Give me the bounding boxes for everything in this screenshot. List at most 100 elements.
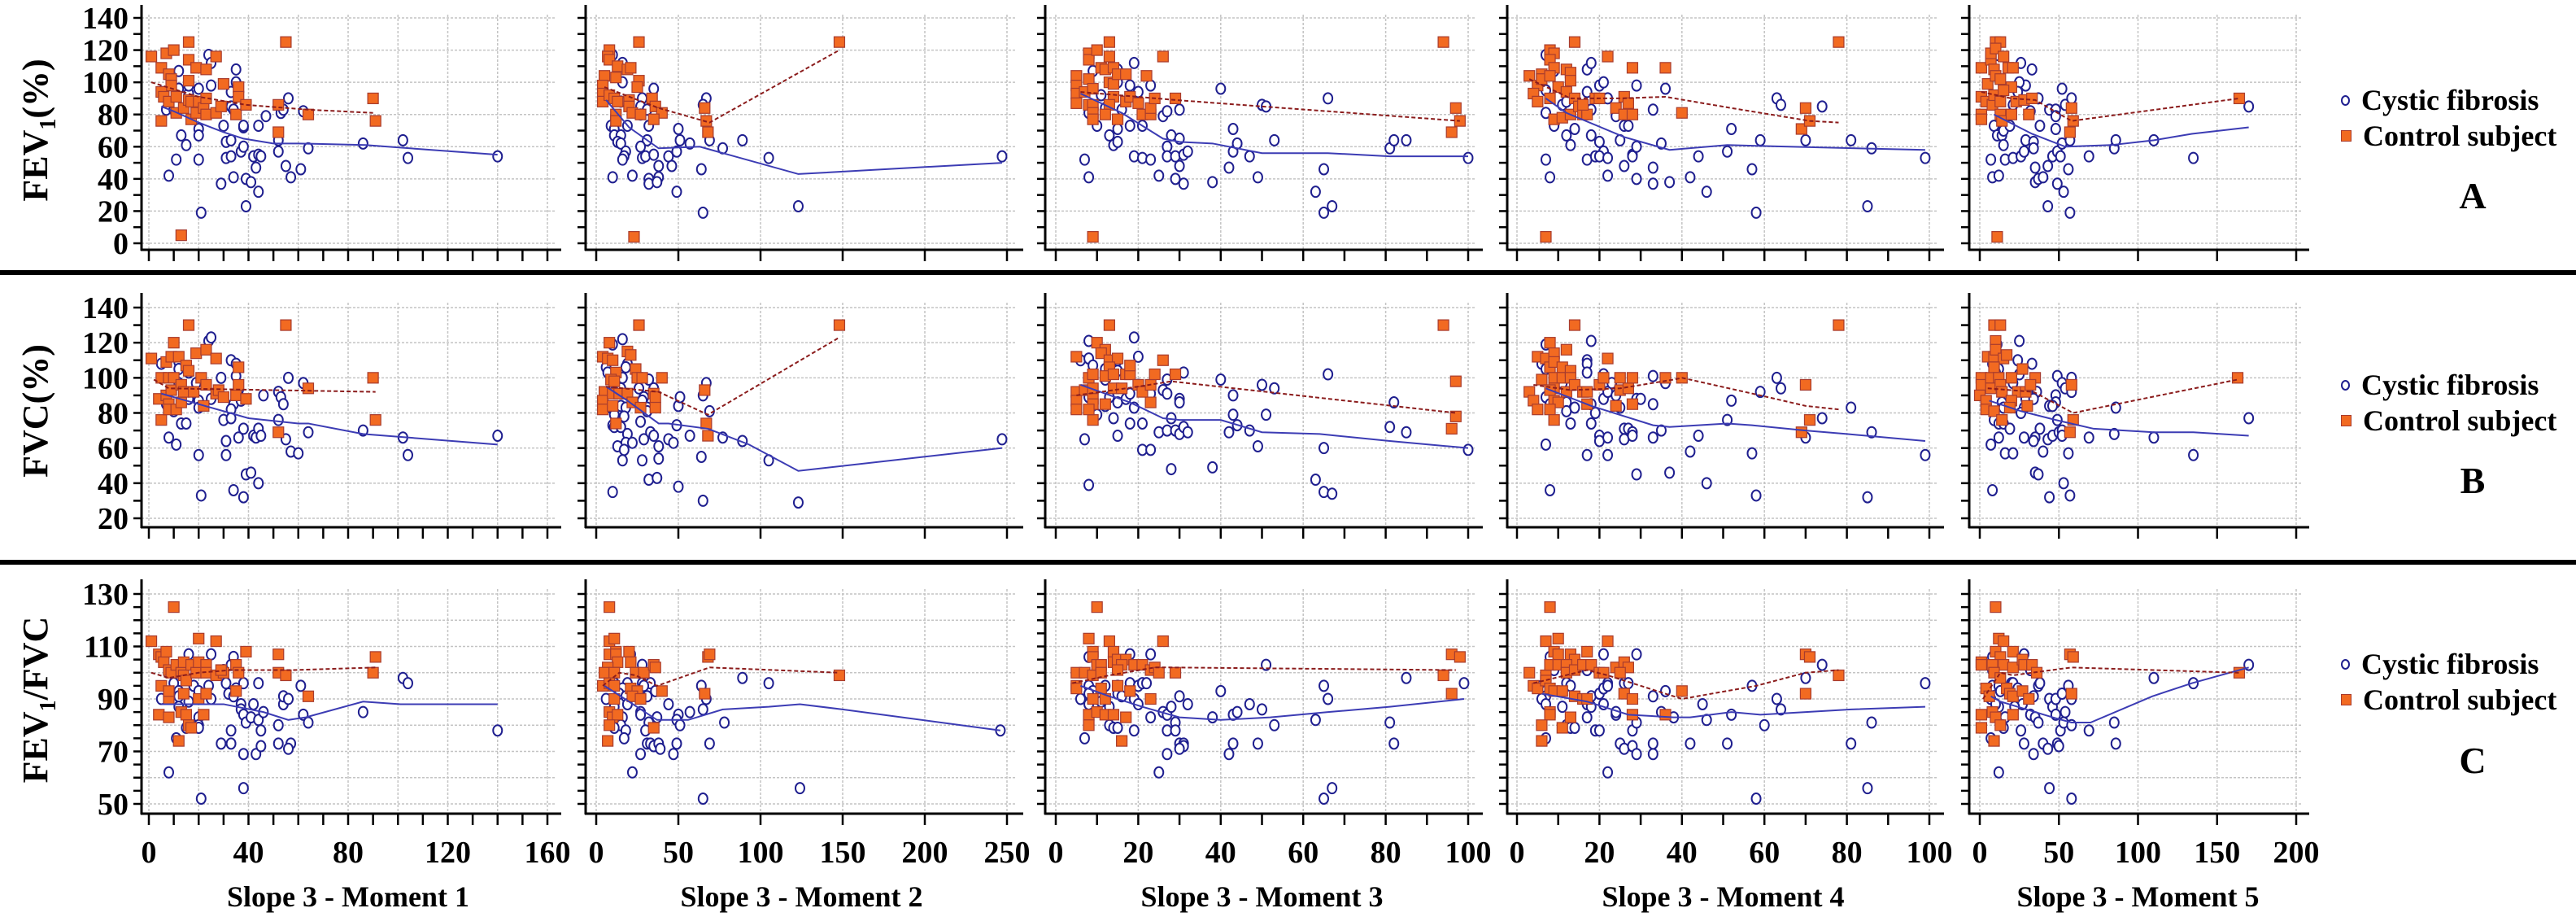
- cystic-fibrosis-point: [1227, 123, 1239, 136]
- control-subject-point: [230, 108, 242, 120]
- control-subject-point: [180, 709, 193, 721]
- control-subject-point: [1536, 735, 1548, 747]
- cystic-fibrosis-point: [1128, 56, 1140, 69]
- control-subject-point: [833, 36, 846, 48]
- control-subject-point: [272, 426, 285, 439]
- cystic-fibrosis-point: [2110, 133, 2121, 146]
- cystic-fibrosis-point: [1754, 133, 1766, 146]
- control-subject-point: [230, 389, 242, 402]
- control-subject-point: [638, 666, 650, 679]
- cystic-fibrosis-point: [238, 782, 249, 795]
- cystic-fibrosis-point: [1162, 748, 1173, 761]
- cystic-fibrosis-point: [1862, 199, 1873, 212]
- y-axis-title-subscript: 1: [36, 119, 61, 130]
- cystic-fibrosis-point: [357, 137, 368, 150]
- control-subject-point: [2025, 378, 2037, 391]
- control-subject-point: [168, 337, 180, 349]
- control-subject-point: [649, 391, 661, 404]
- cystic-fibrosis-point: [1569, 123, 1580, 136]
- control-subject-point: [1437, 669, 1449, 682]
- cystic-fibrosis-point: [2038, 445, 2049, 458]
- cystic-fibrosis-point: [620, 360, 631, 373]
- cystic-fibrosis-point: [617, 153, 628, 166]
- cystic-fibrosis-point: [653, 452, 665, 465]
- control-subject-point: [596, 404, 609, 416]
- cystic-fibrosis-point: [635, 415, 647, 428]
- scatter-panel: [1037, 5, 1483, 261]
- cystic-fibrosis-point: [1327, 487, 1338, 500]
- control-subject-point: [1103, 36, 1116, 48]
- cystic-fibrosis-point: [303, 426, 314, 439]
- control-subject-point: [155, 115, 168, 127]
- cystic-fibrosis-point: [1726, 394, 1737, 407]
- cystic-fibrosis-point: [272, 145, 284, 158]
- cystic-fibrosis-point: [1136, 417, 1148, 430]
- cystic-fibrosis-point: [171, 438, 182, 451]
- y-tick-label: 50: [98, 788, 129, 822]
- y-tick-label: 120: [82, 326, 129, 360]
- cystic-fibrosis-point: [607, 171, 618, 184]
- cystic-fibrosis-point: [403, 448, 413, 461]
- cystic-fibrosis-point: [1079, 153, 1090, 166]
- cystic-fibrosis-point: [1231, 705, 1243, 718]
- cystic-fibrosis-point: [2059, 705, 2071, 718]
- cystic-fibrosis-point: [626, 766, 638, 779]
- control-subject-point: [210, 635, 222, 648]
- cystic-fibrosis-point: [238, 491, 249, 504]
- control-subject-point: [367, 372, 379, 384]
- cystic-fibrosis-point: [1257, 378, 1267, 391]
- control-subject-point: [1124, 360, 1136, 372]
- x-tick-label: 80: [333, 836, 364, 870]
- cystic-fibrosis-point: [1182, 697, 1193, 710]
- cystic-fibrosis-point: [193, 82, 204, 95]
- cystic-fibrosis-point: [163, 766, 174, 779]
- control-subject-trend-line: [150, 81, 373, 114]
- control-subject-trend-line: [1533, 377, 1839, 411]
- cystic-fibrosis-point: [2038, 171, 2049, 184]
- cystic-fibrosis-point: [225, 724, 237, 737]
- cystic-fibrosis-point: [668, 436, 679, 449]
- cystic-fibrosis-point: [1627, 430, 1638, 443]
- cystic-fibrosis-point: [704, 737, 715, 750]
- cystic-fibrosis-point: [238, 140, 249, 153]
- cystic-fibrosis-point: [403, 151, 413, 164]
- control-subject-point: [1990, 601, 2002, 614]
- control-subject-point: [1124, 685, 1136, 697]
- cystic-fibrosis-point: [1145, 648, 1157, 661]
- control-subject-point: [367, 92, 379, 105]
- control-subject-point: [1083, 632, 1095, 644]
- control-subject-point: [1991, 230, 2003, 243]
- control-subject-point: [1975, 722, 1988, 734]
- cystic-fibrosis-point: [1685, 445, 1696, 458]
- cystic-fibrosis-point: [195, 793, 207, 806]
- cystic-fibrosis-point: [1401, 133, 1412, 146]
- control-subject-point: [833, 669, 846, 682]
- control-subject-point: [1581, 386, 1593, 398]
- control-subject-point: [610, 417, 622, 430]
- control-subject-point: [2000, 349, 2013, 361]
- cystic-fibrosis-point: [2108, 716, 2120, 729]
- cystic-fibrosis-trend-line: [1541, 692, 1925, 718]
- x-axis-title: Slope 3 - Moment 5: [2017, 880, 2260, 913]
- cystic-fibrosis-point: [1388, 396, 1400, 409]
- cystic-fibrosis-point: [253, 186, 264, 199]
- control-subject-point: [1070, 404, 1083, 416]
- cystic-fibrosis-point: [1215, 82, 1227, 95]
- control-subject-point: [2007, 645, 2019, 658]
- legend-label: Control subject: [2363, 120, 2557, 152]
- control-subject-point: [625, 349, 637, 361]
- cystic-fibrosis-point: [1261, 658, 1272, 671]
- cystic-fibrosis-point: [2110, 737, 2121, 750]
- control-subject-point: [631, 81, 643, 94]
- cystic-fibrosis-point: [719, 716, 730, 729]
- control-subject-point: [649, 401, 661, 414]
- control-subject-point: [1799, 688, 1811, 700]
- control-subject-point: [1169, 92, 1182, 105]
- cystic-fibrosis-point: [163, 169, 174, 182]
- control-subject-point: [2064, 126, 2076, 138]
- control-subject-point: [1626, 372, 1639, 384]
- control-subject-point: [702, 430, 714, 442]
- control-subject-point: [2016, 363, 2029, 375]
- control-subject-trend-line: [1080, 91, 1460, 122]
- cystic-fibrosis-point: [2064, 206, 2076, 219]
